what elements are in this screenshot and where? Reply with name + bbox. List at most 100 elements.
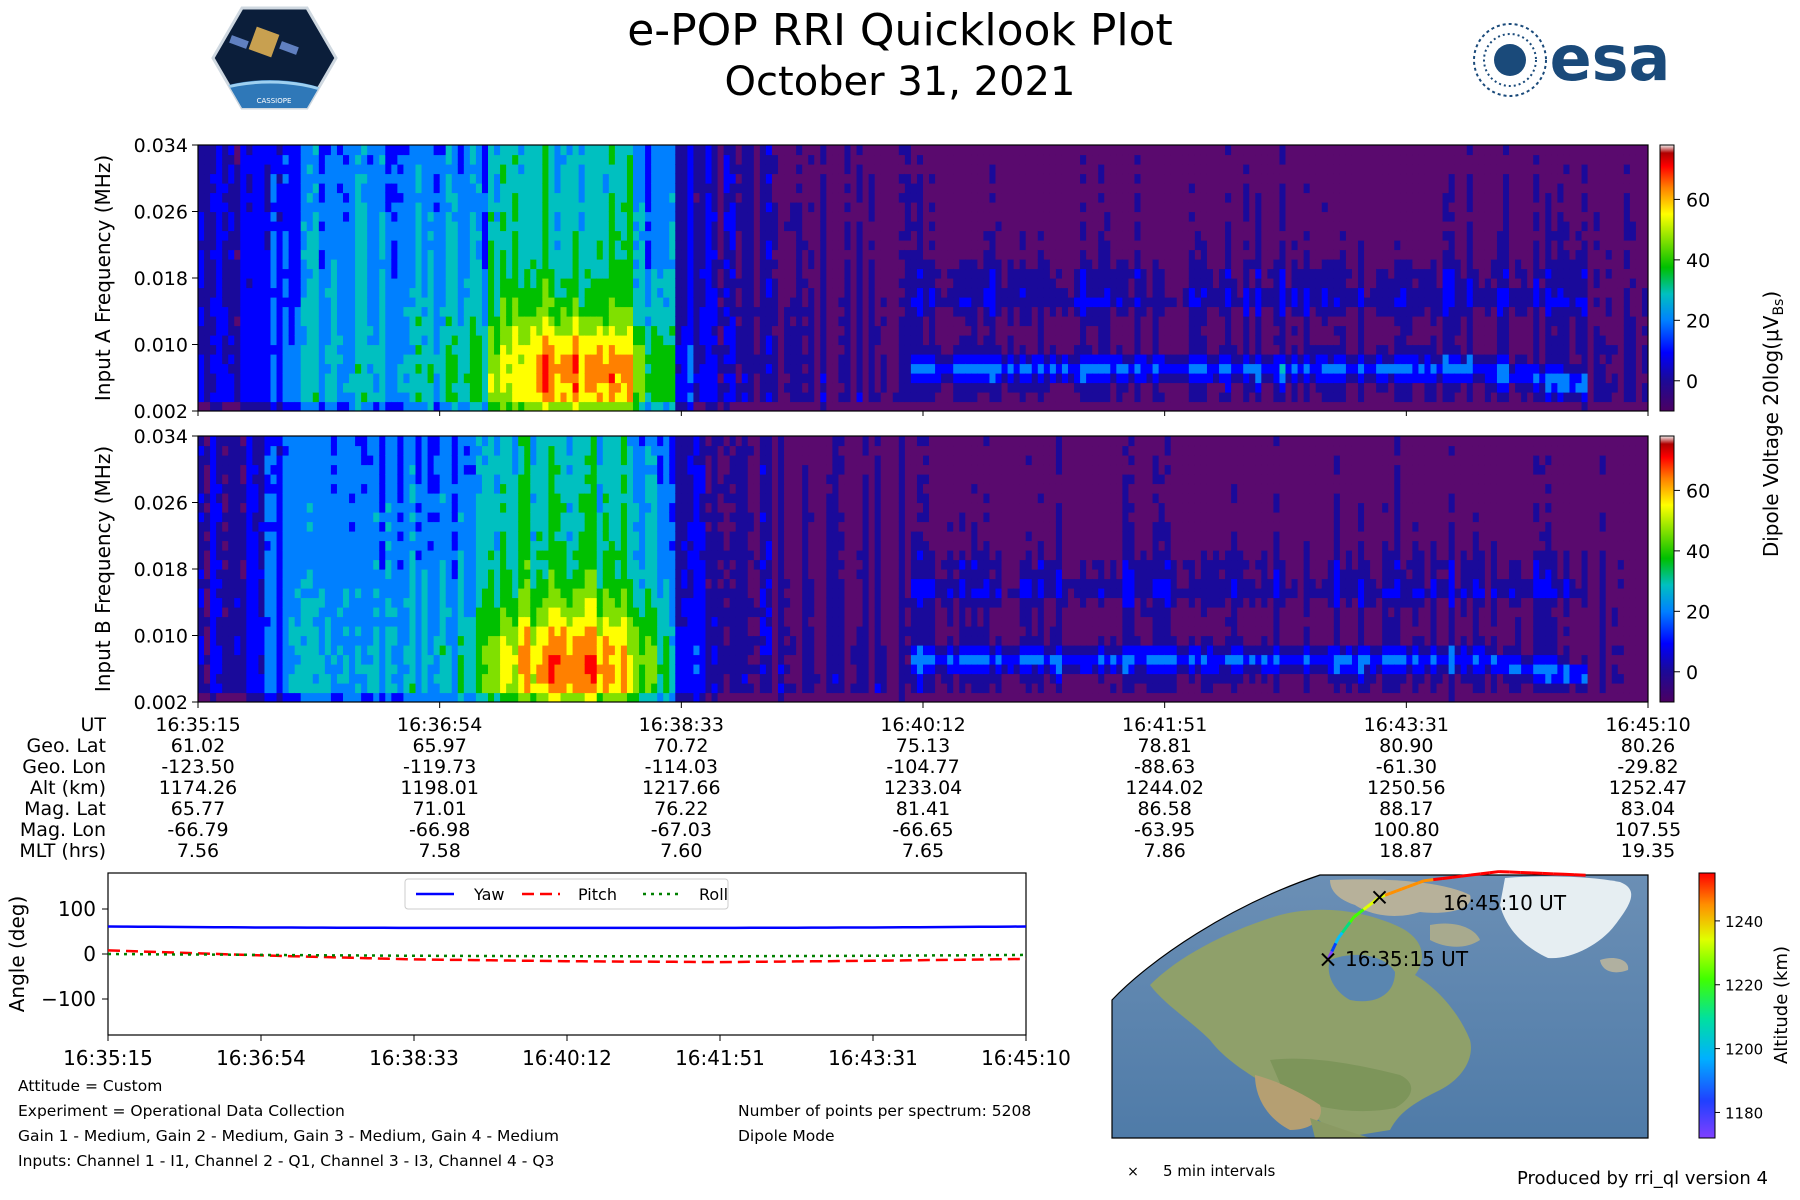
spectrogram-cell (445, 192, 453, 203)
spectrogram-cell (276, 268, 284, 279)
spectrogram-cell (385, 373, 392, 384)
spectrogram-cell (451, 192, 459, 203)
spectrogram-cell (1170, 382, 1178, 393)
spectrogram-cell (1092, 259, 1099, 270)
spectrogram-cell (500, 145, 507, 156)
spectrogram-cell (633, 382, 640, 393)
spectrogram-cell (1007, 363, 1015, 374)
spectrogram-cell (343, 268, 350, 279)
spectrogram-cell (463, 306, 471, 317)
spectrogram-cell (306, 173, 314, 184)
spectrogram-cell (1194, 240, 1202, 251)
spectrogram-cell (548, 240, 556, 251)
spectrogram-cell (771, 306, 779, 317)
spectrogram-cell (469, 240, 477, 251)
spectrogram-cell (657, 287, 664, 298)
spectrogram-cell (929, 230, 936, 241)
spectrogram-cell (699, 145, 707, 156)
spectrogram-cell (1255, 335, 1262, 346)
spectrogram-cell (862, 325, 870, 336)
spectrogram-cell (457, 344, 465, 355)
spectrogram-cell (222, 145, 229, 156)
spectrogram-cell (1213, 325, 1220, 336)
spectrogram-cell (1200, 344, 1208, 355)
spectrogram-cell (1080, 335, 1087, 346)
spectrogram-cell (312, 230, 320, 241)
spectrogram-cell (572, 268, 580, 279)
spectrogram-cell (240, 221, 247, 232)
spectrogram-cell (608, 354, 616, 365)
spectrogram-cell (741, 344, 749, 355)
spectrogram-cell (910, 401, 918, 411)
spectrogram-cell (959, 202, 966, 213)
spectrogram-cell (463, 268, 471, 279)
spectrogram-cell (929, 325, 936, 336)
spectrogram-cell (771, 316, 779, 327)
spectrogram-cell (1074, 154, 1081, 165)
spectrogram-cell (929, 354, 936, 365)
spectrogram-cell (1001, 335, 1009, 346)
spectrogram-cell (1225, 297, 1232, 308)
spectrogram-cell (892, 287, 900, 298)
spectrogram-cell (886, 211, 894, 222)
spectrogram-cell (953, 278, 960, 289)
spectrogram-cell (590, 325, 598, 336)
spectrogram-cell (1074, 240, 1081, 251)
spectrogram-cell (904, 173, 912, 184)
spectrogram-cell (355, 392, 362, 403)
spectrogram-cell (1122, 259, 1130, 270)
spectrogram-cell (330, 278, 338, 289)
spectrogram-cell (336, 354, 344, 365)
spectrogram-cell (1043, 173, 1051, 184)
spectrogram-cell (1261, 373, 1268, 384)
spectrogram-cell (584, 316, 592, 327)
spectrogram-cell (741, 335, 749, 346)
spectrogram-cell (228, 401, 235, 411)
spectrogram-cell (1128, 278, 1136, 289)
spectrogram-cell (741, 183, 749, 194)
spectrogram-cell (264, 278, 272, 289)
spectrogram-cell (475, 287, 483, 298)
spectrogram-cell (536, 259, 543, 270)
spectrogram-cell (971, 278, 978, 289)
spectrogram-cell (1110, 192, 1117, 203)
spectrogram-cell (349, 297, 356, 308)
spectrogram-cell (1080, 287, 1087, 298)
spectrogram-cell (916, 278, 924, 289)
spectrogram-cell (1019, 344, 1027, 355)
spectrogram-cell (324, 287, 332, 298)
spectrogram-cell (620, 316, 628, 327)
spectrogram-cell (294, 145, 302, 156)
spectrogram-cell (687, 297, 695, 308)
spectrogram-cell (355, 192, 362, 203)
spectrogram-cell (983, 287, 991, 298)
spectrogram-cell (904, 306, 912, 317)
spectrogram-cell (1074, 363, 1081, 374)
spectrogram-cell (324, 354, 332, 365)
spectrogram-cell (409, 278, 417, 289)
spectrogram-cell (494, 183, 501, 194)
spectrogram-cell (361, 354, 368, 365)
spectrogram-cell (234, 373, 241, 384)
spectrogram-cell (349, 316, 356, 327)
spectrogram-cell (288, 259, 296, 270)
spectrogram-cell (1110, 335, 1117, 346)
spectrogram-cell (276, 335, 284, 346)
spectrogram-cell (1007, 173, 1015, 184)
spectrogram-cell (1170, 306, 1178, 317)
spectrogram-cell (1031, 363, 1039, 374)
spectrogram-cell (391, 192, 398, 203)
spectrogram-cell (433, 268, 441, 279)
spectrogram-cell (282, 268, 290, 279)
spectrogram-cell (572, 335, 580, 346)
spectrogram-cell (814, 173, 821, 184)
spectrogram-cell (1267, 401, 1275, 411)
spectrogram-cell (778, 240, 785, 251)
spectrogram-cell (711, 297, 719, 308)
spectrogram-cell (941, 259, 948, 270)
spectrogram-cell (276, 183, 284, 194)
spectrogram-cell (626, 164, 634, 175)
spectrogram-cell (524, 183, 531, 194)
spectrogram-cell (1267, 287, 1275, 298)
spectrogram-cell (832, 268, 840, 279)
